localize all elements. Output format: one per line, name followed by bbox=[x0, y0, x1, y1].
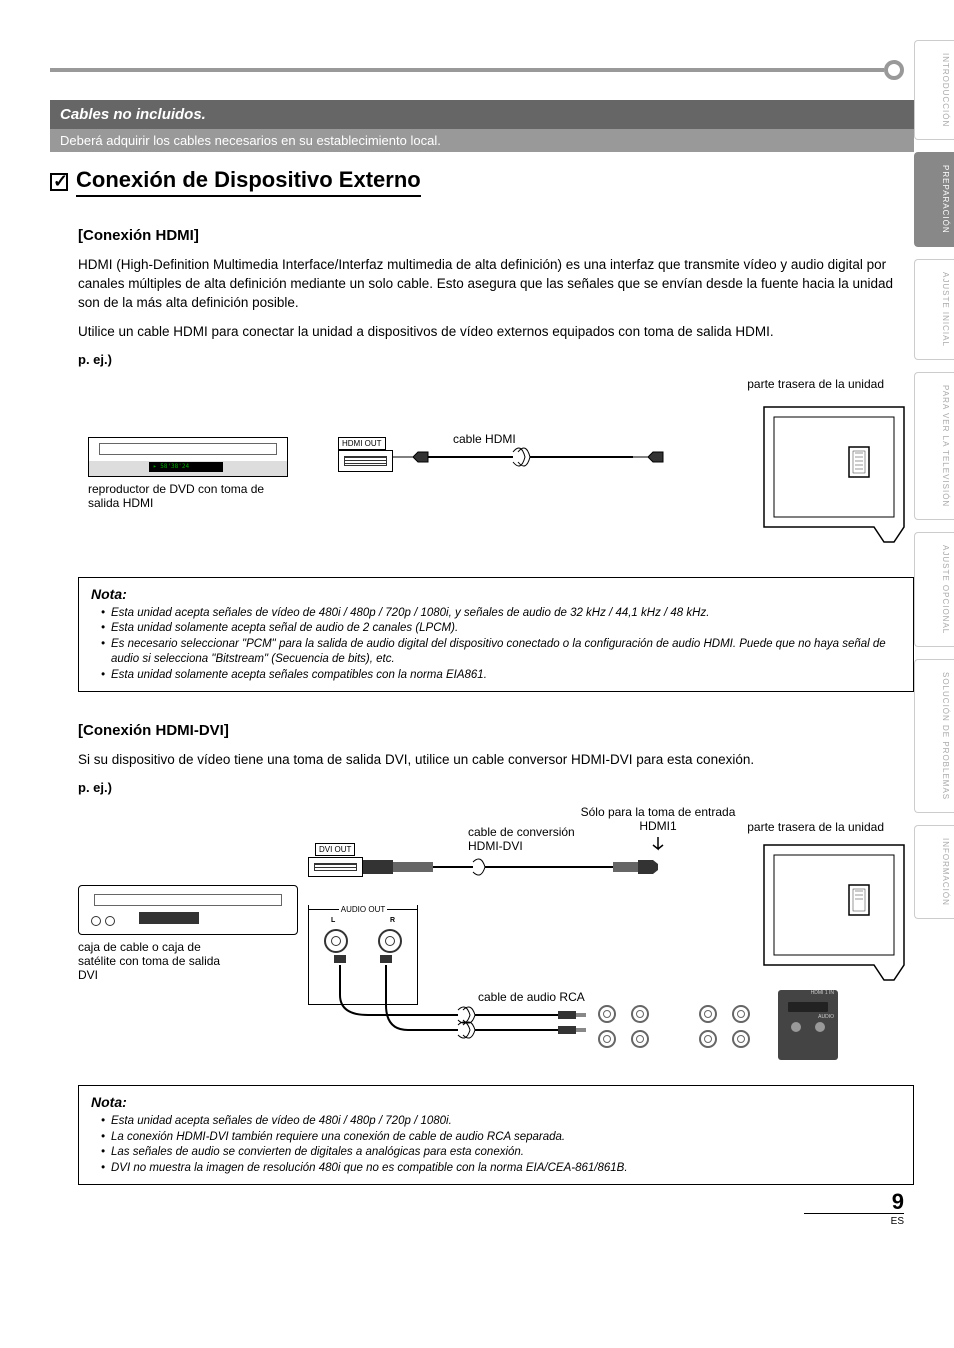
dvd-caption: reproductor de DVD con toma de salida HD… bbox=[88, 482, 288, 510]
hdmi-dvi-note-title: Nota: bbox=[91, 1094, 901, 1110]
banner-subtitle: Deberá adquirir los cables necesarios en… bbox=[50, 129, 914, 152]
socket-icon bbox=[732, 1030, 750, 1048]
socket-icon bbox=[598, 1030, 616, 1048]
hdmi-dvi-eg-label: p. ej.) bbox=[78, 780, 914, 795]
tv-audio-sockets-2 bbox=[598, 1030, 750, 1048]
socket-icon bbox=[631, 1030, 649, 1048]
cable-hdmi-label: cable HDMI bbox=[453, 432, 516, 446]
hdmi-eg-label: p. ej.) bbox=[78, 352, 914, 367]
hdmi-note-list: Esta unidad acepta señales de vídeo de 4… bbox=[91, 606, 901, 684]
hdmi-out-port-icon bbox=[338, 450, 393, 472]
socket-icon bbox=[631, 1005, 649, 1023]
socket-icon bbox=[699, 1030, 717, 1048]
hdmi-note-3: Es necesario seleccionar "PCM" para la s… bbox=[101, 637, 901, 668]
tv-audio-sockets bbox=[598, 1005, 750, 1023]
hdmi-dvi-cable-icon bbox=[363, 850, 663, 890]
page-number: 9 bbox=[892, 1189, 904, 1215]
dvi-note-1: Esta unidad acepta señales de vídeo de 4… bbox=[101, 1114, 901, 1130]
rca-jack-l-icon bbox=[324, 929, 348, 953]
hdmi-diagram: parte trasera de la unidad reproductor d bbox=[78, 377, 914, 557]
dvi-out-label: DVI OUT bbox=[315, 843, 355, 856]
rear-unit-label-2: parte trasera de la unidad bbox=[747, 820, 884, 834]
hdmi-dvi-heading: [Conexión HDMI-DVI] bbox=[78, 722, 914, 739]
hdmi-out-label: HDMI OUT bbox=[338, 437, 386, 450]
rca-cable-icon bbox=[328, 955, 608, 1045]
conv-cable-label: cable de conversión HDMI-DVI bbox=[468, 825, 608, 853]
dvd-player-icon bbox=[88, 437, 288, 477]
top-rule bbox=[50, 60, 914, 80]
panel-hdmi-label: HDMI 1 IN bbox=[778, 990, 838, 996]
dvi-note-4: DVI no muestra la imagen de resolución 4… bbox=[101, 1161, 901, 1177]
cable-box-icon bbox=[78, 885, 298, 935]
section-heading: Conexión de Dispositivo Externo bbox=[50, 167, 914, 197]
page-content: Cables no incluidos. Deberá adquirir los… bbox=[0, 0, 954, 1245]
socket-icon bbox=[699, 1005, 717, 1023]
audio-r-label: R bbox=[390, 917, 395, 924]
hdmi-note-box: Nota: Esta unidad acepta señales de víde… bbox=[78, 577, 914, 693]
hdmi-section: [Conexión HDMI] HDMI (High-Definition Mu… bbox=[78, 227, 914, 692]
hdmi-cable-icon bbox=[393, 432, 683, 482]
hdmi-dvi-note-list: Esta unidad acepta señales de vídeo de 4… bbox=[91, 1114, 901, 1176]
hdmi-dvi-diagram: Sólo para la toma de entrada HDMI1 parte… bbox=[78, 805, 914, 1065]
page-lang: ES bbox=[804, 1213, 904, 1227]
hdmi-note-1: Esta unidad acepta señales de vídeo de 4… bbox=[101, 606, 901, 622]
hdmi-para1: HDMI (High-Definition Multimedia Interfa… bbox=[78, 256, 914, 313]
cable-box-caption: caja de cable o caja de satélite con tom… bbox=[78, 940, 238, 982]
section-title-text: Conexión de Dispositivo Externo bbox=[76, 167, 421, 197]
socket-icon bbox=[732, 1005, 750, 1023]
hdmi-dvi-note-box: Nota: Esta unidad acepta señales de víde… bbox=[78, 1085, 914, 1185]
hdmi-dvi-section: [Conexión HDMI-DVI] Si su dispositivo de… bbox=[78, 722, 914, 1185]
rca-jack-r-icon bbox=[378, 929, 402, 953]
checkbox-icon bbox=[50, 173, 68, 191]
hdmi-note-4: Esta unidad solamente acepta señales com… bbox=[101, 668, 901, 684]
audio-l-label: L bbox=[331, 917, 335, 924]
dvi-out-port-icon bbox=[308, 857, 363, 877]
banner-title: Cables no incluidos. bbox=[50, 100, 914, 129]
dvi-note-2: La conexión HDMI-DVI también requiere un… bbox=[101, 1130, 901, 1146]
hdmi-note-2: Esta unidad solamente acepta señal de au… bbox=[101, 621, 901, 637]
hdmi-note-title: Nota: bbox=[91, 586, 901, 602]
tv-input-panel-icon: HDMI 1 IN AUDIO bbox=[778, 990, 838, 1060]
hdmi-dvi-para: Si su dispositivo de vídeo tiene una tom… bbox=[78, 751, 914, 770]
circle-icon bbox=[884, 60, 904, 80]
socket-icon bbox=[598, 1005, 616, 1023]
tv-icon bbox=[754, 397, 914, 547]
hdmi-para2: Utilice un cable HDMI para conectar la u… bbox=[78, 323, 914, 342]
hdmi-heading: [Conexión HDMI] bbox=[78, 227, 914, 244]
audio-out-label: AUDIO OUT bbox=[341, 905, 385, 914]
tv-icon-2 bbox=[754, 835, 914, 985]
rear-unit-label: parte trasera de la unidad bbox=[747, 377, 884, 391]
dvi-note-3: Las señales de audio se convierten de di… bbox=[101, 1145, 901, 1161]
